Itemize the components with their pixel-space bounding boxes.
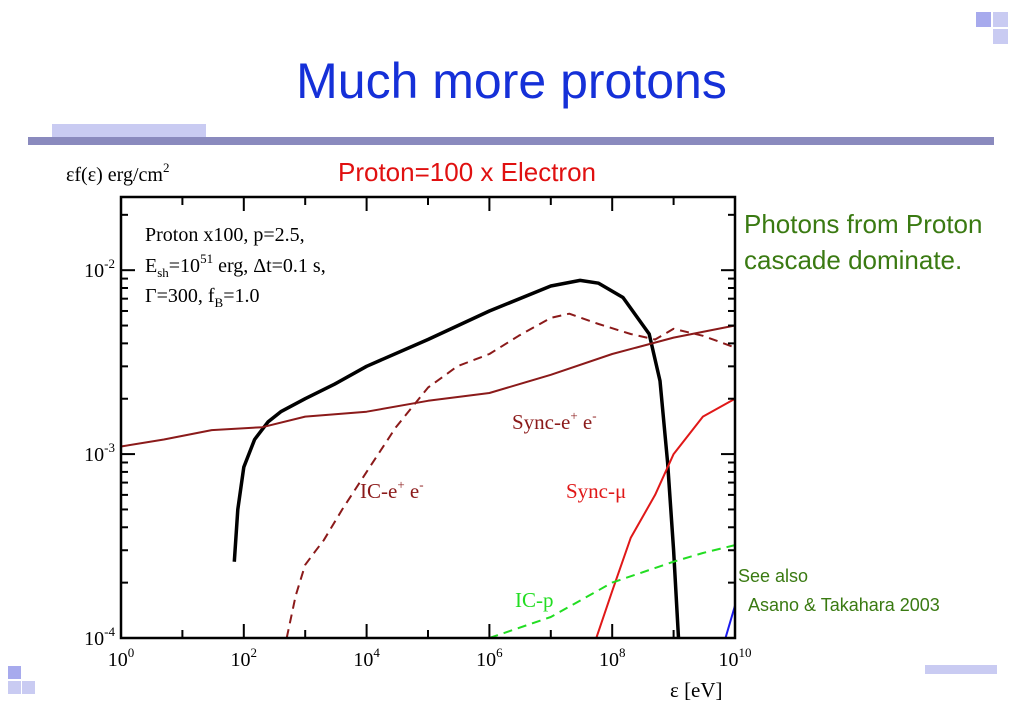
y-tick-label-2: 10-4	[84, 624, 115, 650]
y-tick-label-0-exp: -2	[104, 256, 115, 271]
params-line-2-a: E	[145, 255, 157, 277]
corner-square-d	[8, 666, 21, 679]
chart-title: Proton=100 x Electron	[338, 157, 596, 187]
label-sync-pairs: Sync-e+ e-	[512, 408, 597, 434]
corner-square-f	[8, 681, 21, 694]
x-tick-label-0: 100	[108, 645, 135, 671]
label-ic-pairs-sup2: -	[419, 477, 423, 492]
x-tick-label-5-exp: 10	[739, 645, 752, 660]
x-tick-label-4-exp: 8	[619, 645, 626, 660]
x-tick-label-1: 102	[231, 645, 257, 671]
label-ic-pairs: IC-e+ e-	[360, 477, 424, 503]
label-ic-pairs-a: IC-e	[360, 479, 397, 503]
x-tick-label-4: 108	[599, 645, 626, 671]
x-tick-label-4-base: 10	[599, 649, 619, 671]
label-sync-pairs-sup1: +	[570, 408, 577, 423]
y-tick-label-0-base: 10	[84, 260, 104, 282]
x-tick-label-3-base: 10	[476, 649, 496, 671]
params-line-1: Proton x100, p=2.5,	[145, 224, 305, 246]
params-line-2: Esh=1051 erg, Δt=0.1 s,	[145, 251, 326, 280]
x-tick-label-2-exp: 4	[373, 645, 380, 660]
x-tick-label-2: 104	[353, 645, 380, 671]
label-ic-pairs-sup1: +	[397, 477, 404, 492]
x-axis-label: ε [eV]	[670, 678, 723, 702]
y-tick-label-2-base: 10	[84, 628, 104, 650]
x-tick-label-1-exp: 2	[251, 645, 257, 660]
params-line-3: Γ=300, fB=1.0	[145, 285, 259, 310]
x-tick-label-3-exp: 6	[496, 645, 503, 660]
note-see-also: See also	[738, 566, 809, 586]
params-line-2-b: =10	[169, 255, 200, 277]
label-ic-p: IC-p	[515, 588, 554, 612]
series-sync-pairs	[120, 324, 736, 448]
series-ic-pairs	[285, 312, 736, 639]
params-line-3-a: Γ=300, f	[145, 285, 215, 307]
series-layer	[120, 278, 736, 639]
title-underline-tab	[52, 124, 206, 138]
x-tick-label-2-base: 10	[353, 649, 373, 671]
params-line-2-sub: sh	[157, 265, 169, 280]
y-tick-label-0: 10-2	[84, 256, 115, 282]
y-axis-label-main: εf(ε) erg/cm	[66, 164, 163, 186]
y-tick-label-1-base: 10	[84, 444, 104, 466]
x-tick-label-5-base: 10	[719, 649, 739, 671]
corner-square-b	[993, 12, 1008, 27]
y-tick-label-2-exp: -4	[104, 624, 115, 639]
series-total	[232, 278, 681, 639]
x-tick-label-0-base: 10	[108, 649, 128, 671]
slide-title: Much more protons	[296, 53, 727, 109]
x-tick-label-1-base: 10	[231, 649, 251, 671]
x-tick-label-0-exp: 0	[128, 645, 135, 660]
note-photons: Photons from Proton cascade dominate.	[744, 209, 983, 275]
series-sync-mu	[595, 397, 736, 639]
params-line-3-sub: B	[215, 295, 224, 310]
bottom-tab	[925, 665, 997, 674]
note-reference: Asano & Takahara 2003	[748, 595, 940, 615]
label-sync-pairs-sup2: -	[592, 408, 596, 423]
x-tick-label-5: 1010	[719, 645, 752, 671]
y-axis-label-sup: 2	[163, 160, 170, 175]
label-sync-pairs-a: Sync-e	[512, 410, 570, 434]
params-line-3-b: =1.0	[223, 285, 259, 307]
y-tick-label-1: 10-3	[84, 440, 115, 466]
corner-square-c	[993, 29, 1008, 44]
params-line-2-sup: 51	[200, 251, 213, 266]
x-tick-label-3: 106	[476, 645, 503, 671]
series-extra	[724, 605, 736, 639]
corner-square-a	[976, 12, 991, 27]
corner-square-e	[22, 681, 35, 694]
params-line-2-c: erg, Δt=0.1 s,	[213, 255, 326, 277]
label-sync-mu: Sync-μ	[566, 479, 626, 503]
y-axis-label: εf(ε) erg/cm2	[66, 160, 169, 186]
label-ic-pairs-b: e	[405, 479, 420, 503]
y-tick-label-1-exp: -3	[104, 440, 115, 455]
label-sync-pairs-b: e	[578, 410, 593, 434]
title-underline	[28, 137, 994, 145]
series-ic-p	[489, 544, 736, 639]
